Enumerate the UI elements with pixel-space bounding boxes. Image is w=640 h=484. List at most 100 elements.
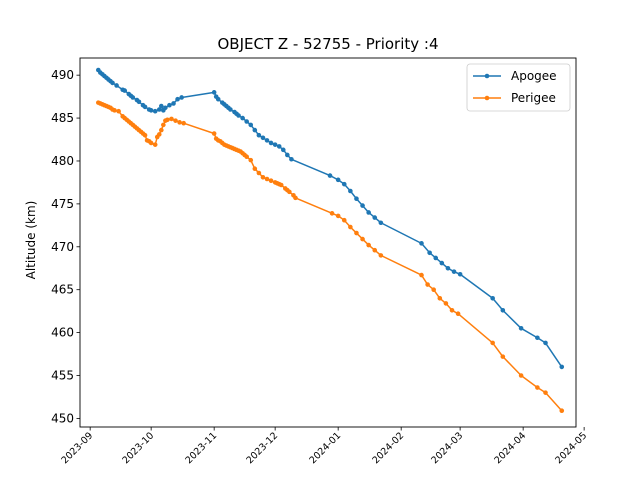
perigee-point xyxy=(159,127,164,133)
apogee-point xyxy=(167,102,172,108)
perigee-point xyxy=(244,154,249,159)
perigee-point xyxy=(152,142,158,147)
apogee-point xyxy=(354,196,359,202)
apogee-point xyxy=(114,83,119,88)
perigee-point xyxy=(431,287,437,293)
apogee-line xyxy=(97,69,563,368)
y-tick-label: 470 xyxy=(51,240,74,254)
perigee-point xyxy=(264,176,270,182)
apogee-point xyxy=(535,335,540,341)
perigee-point xyxy=(260,174,266,180)
perigee-point xyxy=(455,311,461,317)
x-tick-label: 2024-04 xyxy=(492,430,528,466)
x-tick-label: 2023-11 xyxy=(183,430,219,466)
apogee-point xyxy=(276,144,282,149)
perigee-point xyxy=(112,108,117,113)
apogee-point xyxy=(244,119,249,124)
y-tick-label: 465 xyxy=(51,283,74,297)
apogee-point xyxy=(285,152,290,158)
apogee-point xyxy=(156,107,162,112)
apogee-point xyxy=(179,95,184,100)
legend-perigee-label: Perigee xyxy=(511,91,556,105)
y-tick-label: 455 xyxy=(51,369,74,383)
apogee-point xyxy=(327,173,333,178)
perigee-point xyxy=(268,178,274,184)
apogee-point xyxy=(490,295,495,301)
perigee-point xyxy=(293,195,298,201)
x-tick-label: 2023-09 xyxy=(59,430,95,466)
apogee-point xyxy=(451,269,457,274)
perigee-point xyxy=(360,236,365,242)
perigee-point xyxy=(161,122,166,128)
perigee-point xyxy=(366,242,371,248)
x-tick-label: 2023-12 xyxy=(244,430,280,466)
apogee-point xyxy=(500,307,506,313)
perigee-point xyxy=(173,118,178,123)
perigee-point xyxy=(169,116,174,122)
perigee-point xyxy=(341,217,347,223)
perigee-point xyxy=(378,253,384,258)
perigee-point xyxy=(500,354,506,359)
plot-frame xyxy=(79,57,577,428)
axis-ticks: 450 455 460 465 470 475 480 485 490 2023-09 2023-1… xyxy=(51,68,589,466)
perigee-point xyxy=(437,295,443,301)
apogee-point xyxy=(260,135,266,141)
perigee-point xyxy=(518,373,524,378)
apogee-point xyxy=(335,177,341,183)
perigee-point xyxy=(252,166,258,171)
apogee-point xyxy=(148,108,154,113)
apogee-point xyxy=(175,96,180,102)
apogee-point xyxy=(228,107,233,112)
perigee-point xyxy=(116,108,121,114)
apogee-point xyxy=(372,215,378,220)
apogee-point xyxy=(559,364,565,370)
apogee-point xyxy=(341,181,347,187)
x-tick-label: 2024-05 xyxy=(553,430,589,466)
apogee-point xyxy=(159,103,164,109)
perigee-point xyxy=(419,272,424,278)
y-tick-label: 450 xyxy=(51,411,74,425)
perigee-point xyxy=(535,385,540,390)
apogee-point xyxy=(268,140,274,146)
perigee-point xyxy=(156,132,162,137)
apogee-point xyxy=(142,104,148,110)
legend-apogee-label: Apogee xyxy=(511,69,557,83)
apogee-point xyxy=(211,90,217,95)
apogee-point xyxy=(236,113,241,118)
apogee-point xyxy=(256,132,262,138)
legend-items: Apogee Perigee xyxy=(473,69,557,105)
apogee-point xyxy=(378,220,384,226)
y-tick-label: 480 xyxy=(51,154,74,168)
apogee-point xyxy=(439,260,445,266)
apogee-point xyxy=(272,142,278,147)
perigee-point xyxy=(256,170,262,176)
perigee-point xyxy=(248,157,254,163)
perigee-point xyxy=(354,230,359,236)
apogee-point xyxy=(280,147,286,153)
legend: Apogee Perigee xyxy=(466,63,571,112)
apogee-point xyxy=(289,156,294,162)
y-tick-label: 490 xyxy=(51,68,74,82)
apogee-point xyxy=(419,241,424,246)
x-tick-label: 2024-03 xyxy=(429,430,465,466)
apogee-point xyxy=(248,122,254,128)
x-tick-label: 2023-10 xyxy=(120,430,156,466)
y-axis-label: Altitude (km) xyxy=(24,201,38,280)
perigee-point xyxy=(372,247,378,253)
perigee-line xyxy=(98,101,563,412)
apogee-point xyxy=(457,271,463,277)
perigee-point xyxy=(543,390,548,395)
apogee-point xyxy=(240,115,245,121)
legend-perigee-marker xyxy=(484,95,490,101)
apogee-point xyxy=(445,265,451,271)
apogee-point xyxy=(110,80,115,86)
apogee-point xyxy=(348,188,353,194)
y-tick-label: 475 xyxy=(51,197,74,211)
apogee-point xyxy=(543,340,548,346)
x-tick-label: 2024-01 xyxy=(307,430,343,466)
y-tick-label: 460 xyxy=(51,326,74,340)
apogee-point xyxy=(252,127,258,133)
perigee-point xyxy=(142,132,148,138)
apogee-point xyxy=(122,88,128,93)
